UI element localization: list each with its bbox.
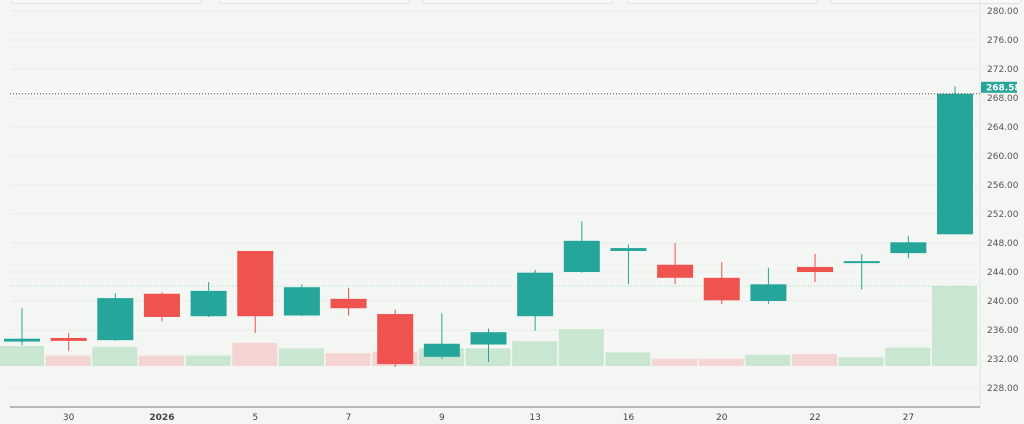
- y-tick-label: 228.00: [987, 384, 1019, 394]
- candle-body: [890, 242, 927, 254]
- candle-body: [517, 272, 554, 317]
- candle-body: [657, 264, 694, 278]
- volume-bar: [932, 286, 977, 366]
- x-tick-label: 16: [623, 413, 635, 423]
- volume-bar: [512, 341, 558, 366]
- volume-bar: [185, 355, 231, 366]
- candle-body: [610, 248, 647, 251]
- candle-body: [423, 343, 460, 357]
- volume-bar: [325, 353, 371, 366]
- x-tick-label: 27: [903, 413, 914, 423]
- y-tick-label: 248.00: [987, 239, 1019, 249]
- volume-bar: [45, 355, 91, 366]
- volume-bar: [838, 357, 884, 366]
- last-price-badge: [981, 81, 1017, 93]
- x-tick-label: 13: [529, 413, 540, 423]
- last-price-label: 268.58: [986, 83, 1021, 93]
- volume-bar: [278, 348, 324, 366]
- volume-bar: [698, 358, 744, 366]
- x-tick-label: 22: [809, 413, 820, 423]
- candle-body: [50, 337, 87, 341]
- x-tick-label: 9: [439, 413, 445, 423]
- candle-body: [797, 266, 834, 272]
- y-tick-label: 264.00: [987, 123, 1019, 133]
- candle-body: [143, 293, 180, 317]
- y-tick-label: 252.00: [987, 210, 1019, 220]
- candle-body: [330, 298, 367, 309]
- y-tick-label: 268.00: [987, 94, 1019, 104]
- candle-body: [703, 277, 740, 301]
- volume-bar: [138, 355, 184, 366]
- y-tick-label: 244.00: [987, 268, 1019, 278]
- candle-body: [237, 250, 274, 317]
- candle-body: [750, 284, 787, 301]
- volume-bar: [232, 342, 278, 366]
- x-tick-label: 20: [716, 413, 728, 423]
- y-tick-label: 272.00: [987, 65, 1019, 75]
- candle-body: [377, 314, 414, 365]
- y-tick-label: 240.00: [987, 297, 1019, 307]
- volume-bar: [652, 358, 698, 366]
- volume-bar: [605, 352, 651, 366]
- volume-bar: [792, 354, 838, 366]
- candle-body: [937, 93, 973, 235]
- volume-bar: [558, 329, 604, 366]
- x-tick-label: 30: [63, 413, 75, 423]
- volume-bar: [745, 354, 791, 366]
- x-tick-label: 5: [252, 413, 258, 423]
- volume-bar: [0, 346, 44, 366]
- volume-bar: [92, 346, 138, 366]
- x-tick-label: 7: [346, 413, 352, 423]
- y-tick-label: 260.00: [987, 152, 1019, 162]
- volume-bar: [885, 347, 931, 366]
- candle-body: [470, 332, 507, 345]
- candle-body: [190, 290, 227, 317]
- y-tick-label: 276.00: [987, 36, 1019, 46]
- candle-body: [563, 240, 600, 272]
- y-tick-label: 256.00: [987, 181, 1019, 191]
- candle-body: [4, 338, 40, 342]
- y-tick-label: 232.00: [987, 355, 1019, 365]
- y-tick-label: 280.00: [987, 7, 1019, 17]
- x-tick-label: 2026: [149, 413, 174, 423]
- candle-body: [283, 287, 320, 316]
- y-tick-label: 236.00: [987, 326, 1019, 336]
- candle-body: [843, 261, 880, 264]
- candle-body: [97, 298, 134, 341]
